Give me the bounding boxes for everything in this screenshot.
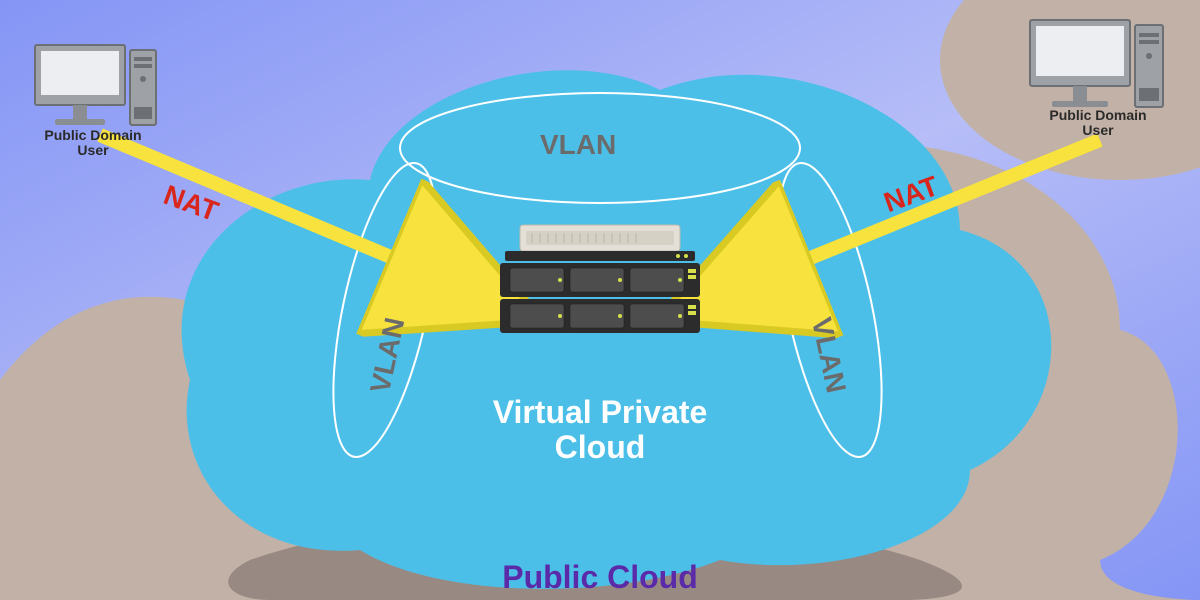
diagram-canvas <box>0 0 1200 600</box>
user-right-label: Public DomainUser <box>1028 108 1168 139</box>
public-cloud-label: Public Cloud <box>460 560 740 595</box>
vlan-top-label: VLAN <box>540 130 616 161</box>
vpc-label: Virtual PrivateCloud <box>420 395 780 465</box>
user-left-label: Public DomainUser <box>28 128 158 159</box>
server-icon <box>500 225 700 333</box>
